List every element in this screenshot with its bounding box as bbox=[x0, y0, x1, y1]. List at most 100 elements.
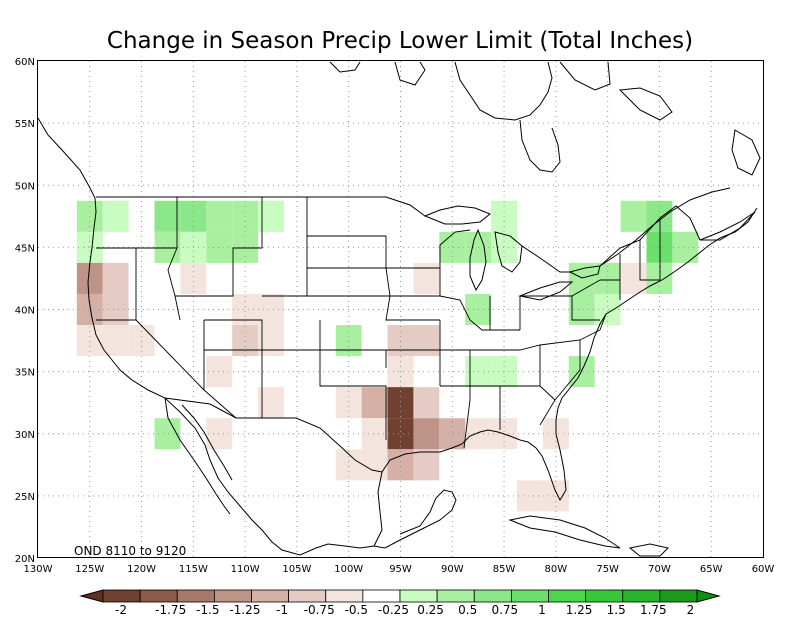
colorbar-tick-label: 0.75 bbox=[491, 603, 518, 617]
colorbar-swatch bbox=[288, 589, 327, 603]
lon-tick-label: 65W bbox=[700, 564, 723, 575]
graticule bbox=[38, 61, 763, 558]
colorbar bbox=[79, 589, 721, 603]
lon-tick-label: 120W bbox=[127, 564, 156, 575]
grid-cell bbox=[206, 356, 233, 388]
grid-cell bbox=[413, 449, 440, 481]
grid-cell bbox=[672, 231, 699, 263]
lat-tick-label: 45N bbox=[15, 243, 35, 254]
colorbar-tick-label: -2 bbox=[115, 603, 127, 617]
grid-cell bbox=[232, 325, 259, 357]
colorbar-tick-label: -1.25 bbox=[229, 603, 260, 617]
colorbar-swatch bbox=[510, 589, 549, 603]
colorbar-swatch bbox=[473, 589, 512, 603]
lon-tick-label: 115W bbox=[179, 564, 208, 575]
colorbar-tick-label: 1.25 bbox=[566, 603, 593, 617]
yucatan-coast bbox=[373, 489, 457, 549]
shaded-cells bbox=[76, 200, 699, 512]
grid-cell bbox=[620, 200, 647, 232]
grid-cell bbox=[206, 200, 233, 232]
map-title: Change in Season Precip Lower Limit (Tot… bbox=[107, 28, 693, 54]
grid-cell bbox=[620, 262, 647, 294]
grid-cell bbox=[102, 325, 129, 357]
colorbar-tick-label: 1.5 bbox=[607, 603, 626, 617]
lon-tick-label: 110W bbox=[231, 564, 260, 575]
grid-cell bbox=[517, 480, 543, 512]
colorbar-swatch bbox=[399, 589, 438, 603]
lon-tick-label: 70W bbox=[648, 564, 671, 575]
lon-tick-label: 90W bbox=[441, 564, 464, 575]
pacific-coastline bbox=[37, 117, 758, 556]
colorbar-under-arrow bbox=[79, 589, 104, 603]
grid-cell bbox=[568, 356, 595, 388]
colorbar-tick-label: 1.75 bbox=[640, 603, 667, 617]
lon-tick-label: 80W bbox=[545, 564, 568, 575]
lon-tick-label: 85W bbox=[493, 564, 516, 575]
grid-cell bbox=[413, 325, 440, 357]
hispaniola bbox=[628, 543, 669, 557]
us-mexico-border bbox=[164, 397, 383, 473]
grid-cell bbox=[335, 325, 362, 357]
grid-cell bbox=[335, 387, 362, 419]
colorbar-tick-label: 2 bbox=[687, 603, 695, 617]
colorbar-swatch bbox=[251, 589, 290, 603]
grid-cell bbox=[594, 262, 621, 294]
cuba bbox=[508, 515, 621, 549]
grid-cell bbox=[102, 262, 129, 294]
grid-cell bbox=[387, 418, 414, 450]
lake-superior bbox=[423, 205, 491, 225]
grid-cell bbox=[387, 449, 414, 481]
grid-cell bbox=[361, 449, 388, 481]
grid-cell bbox=[568, 262, 595, 294]
grid-cell bbox=[387, 325, 414, 357]
longitude-labels: 130W 125W 120W 115W 110W 105W 100W 95W 90W 85W 80W… bbox=[24, 564, 775, 575]
lat-tick-label: 30N bbox=[15, 430, 35, 441]
grid-cell bbox=[206, 231, 233, 263]
colorbar-swatch bbox=[622, 589, 661, 603]
lat-tick-label: 35N bbox=[15, 368, 35, 379]
lat-tick-label: 50N bbox=[15, 181, 35, 192]
grid-cell bbox=[387, 387, 414, 419]
grid-cell bbox=[646, 262, 673, 294]
grid-cell bbox=[154, 200, 181, 232]
lat-tick-label: 25N bbox=[15, 492, 35, 503]
coastlines-and-borders bbox=[37, 61, 761, 557]
newfoundland bbox=[731, 129, 761, 176]
lon-tick-label: 95W bbox=[389, 564, 412, 575]
james-bay bbox=[519, 119, 561, 173]
arctic-islands bbox=[329, 61, 673, 121]
map-frame bbox=[37, 60, 764, 558]
state-lines bbox=[96, 197, 661, 449]
lon-tick-label: 105W bbox=[282, 564, 311, 575]
colorbar-swatch bbox=[139, 589, 178, 603]
colorbar-swatch bbox=[585, 589, 624, 603]
lon-tick-label: 100W bbox=[334, 564, 363, 575]
grid-cell bbox=[180, 262, 207, 294]
hudson-bay bbox=[454, 61, 553, 121]
lake-erie bbox=[518, 281, 574, 301]
colorbar-tick-label: -0.5 bbox=[345, 603, 368, 617]
colorbar-tick-label: -0.75 bbox=[304, 603, 335, 617]
colorbar-tick-label: -1.5 bbox=[196, 603, 219, 617]
grid-cell bbox=[413, 418, 440, 450]
lon-tick-label: 60W bbox=[752, 564, 775, 575]
colorbar-tick-label: 0.5 bbox=[458, 603, 477, 617]
colorbar-tick-label: 0.25 bbox=[417, 603, 444, 617]
lon-tick-label: 125W bbox=[75, 564, 104, 575]
lat-tick-label: 40N bbox=[15, 306, 35, 317]
grid-cell bbox=[413, 387, 440, 419]
colorbar-tick-label: 1 bbox=[538, 603, 546, 617]
colorbar-swatch bbox=[176, 589, 215, 603]
nova-scotia bbox=[699, 211, 756, 241]
gulf-of-california bbox=[181, 404, 233, 481]
lat-tick-label: 20N bbox=[15, 554, 35, 565]
lon-tick-label: 130W bbox=[24, 564, 53, 575]
baja-coast bbox=[164, 397, 231, 515]
colorbar-swatch bbox=[548, 589, 587, 603]
grid-cell bbox=[128, 325, 155, 357]
colorbar-swatch bbox=[362, 589, 401, 603]
colorbar-tick-label: -1 bbox=[276, 603, 288, 617]
colorbar-swatch bbox=[213, 589, 252, 603]
colorbar-over-arrow bbox=[696, 589, 721, 603]
